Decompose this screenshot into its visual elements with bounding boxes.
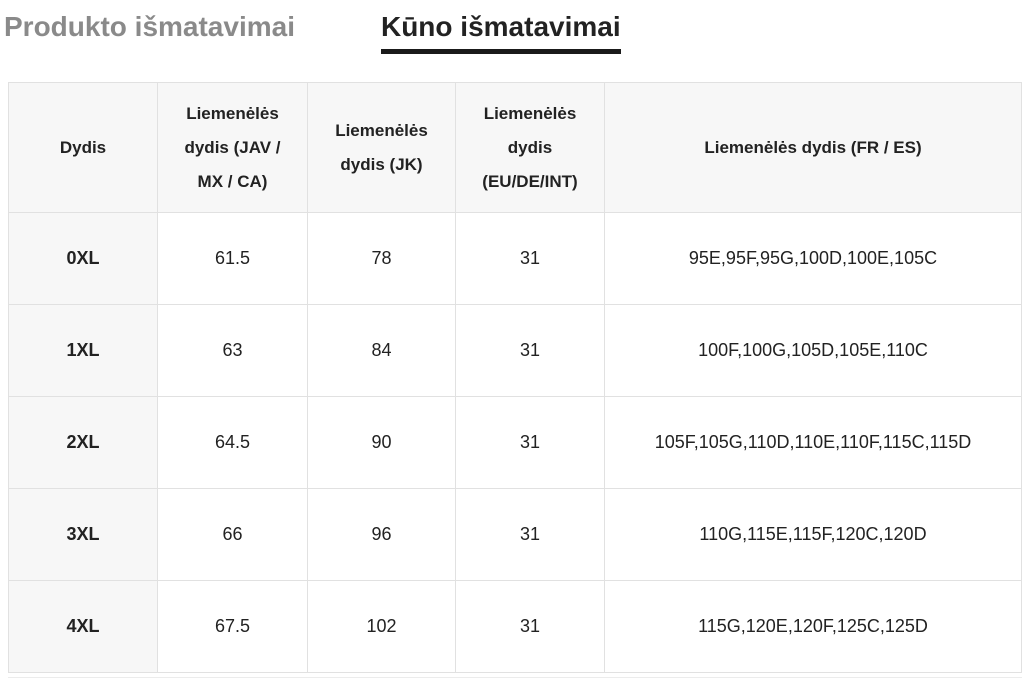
table-bottom-divider (8, 673, 1022, 678)
bra-us-cell: 64.5 (157, 396, 308, 489)
bra-uk-cell: 96 (307, 488, 456, 581)
bra-uk-cell: 90 (307, 396, 456, 489)
bra-us-cell: 66 (157, 488, 308, 581)
size-chart-tabs: Produkto išmatavimai Kūno išmatavimai (0, 0, 1026, 54)
bra-fr-es-cell: 110G,115E,115F,120C,120D (604, 488, 1022, 581)
table-row-3xl: 3XL 66 96 31 110G,115E,115F,120C,120D (8, 488, 1022, 581)
bra-eu-cell: 31 (455, 488, 605, 581)
column-header-bra-uk: Liemenėlės dydis (JK) (307, 82, 456, 213)
tab-product-measurements[interactable]: Produkto išmatavimai (4, 10, 295, 49)
table-row-1xl: 1XL 63 84 31 100F,100G,105D,105E,110C (8, 304, 1022, 397)
bra-us-cell: 67.5 (157, 580, 308, 673)
table-row-2xl: 2XL 64.5 90 31 105F,105G,110D,110E,110F,… (8, 396, 1022, 489)
size-cell: 4XL (8, 580, 158, 673)
size-cell: 0XL (8, 212, 158, 305)
bra-fr-es-cell: 100F,100G,105D,105E,110C (604, 304, 1022, 397)
table-header-row: Dydis Liemenėlės dydis (JAV / MX / CA) L… (8, 82, 1022, 213)
column-header-bra-eu: Liemenėlės dydis (EU/DE/INT) (455, 82, 605, 213)
bra-uk-cell: 78 (307, 212, 456, 305)
bra-eu-cell: 31 (455, 304, 605, 397)
size-cell: 3XL (8, 488, 158, 581)
bra-us-cell: 63 (157, 304, 308, 397)
bra-fr-es-cell: 115G,120E,120F,125C,125D (604, 580, 1022, 673)
bra-uk-cell: 84 (307, 304, 456, 397)
tab-body-measurements[interactable]: Kūno išmatavimai (380, 10, 621, 54)
table-row-0xl: 0XL 61.5 78 31 95E,95F,95G,100D,100E,105… (8, 212, 1022, 305)
column-header-size: Dydis (8, 82, 158, 213)
bra-fr-es-cell: 95E,95F,95G,100D,100E,105C (604, 212, 1022, 305)
bra-eu-cell: 31 (455, 580, 605, 673)
size-cell: 2XL (8, 396, 158, 489)
bra-us-cell: 61.5 (157, 212, 308, 305)
bra-eu-cell: 31 (455, 212, 605, 305)
bra-fr-es-cell: 105F,105G,110D,110E,110F,115C,115D (604, 396, 1022, 489)
size-chart-table: Dydis Liemenėlės dydis (JAV / MX / CA) L… (8, 82, 1022, 673)
bra-eu-cell: 31 (455, 396, 605, 489)
size-cell: 1XL (8, 304, 158, 397)
bra-uk-cell: 102 (307, 580, 456, 673)
table-row-4xl: 4XL 67.5 102 31 115G,120E,120F,125C,125D (8, 580, 1022, 673)
column-header-bra-fr-es: Liemenėlės dydis (FR / ES) (604, 82, 1022, 213)
column-header-bra-us: Liemenėlės dydis (JAV / MX / CA) (157, 82, 308, 213)
